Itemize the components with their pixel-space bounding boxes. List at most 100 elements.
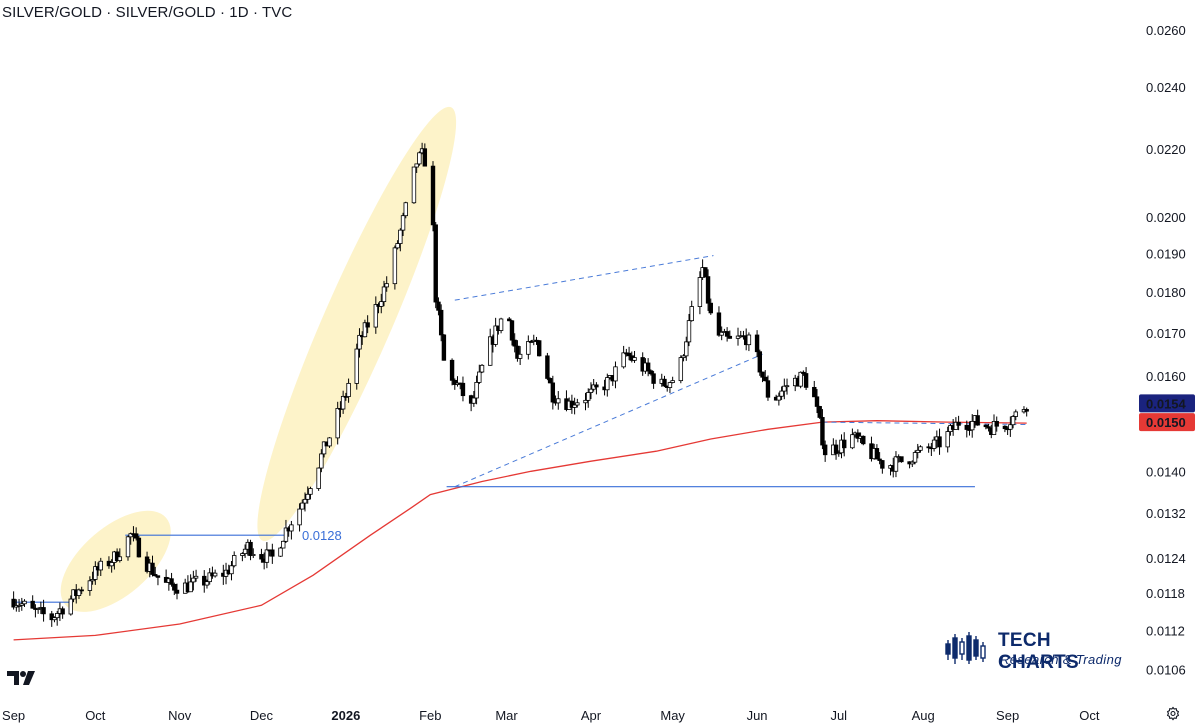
candle-body — [547, 378, 553, 384]
candle-body — [398, 229, 403, 244]
candle-body — [422, 148, 428, 167]
candle-body — [556, 398, 561, 404]
candle-body — [667, 382, 673, 388]
candle-body — [528, 341, 534, 343]
candle-body — [93, 566, 98, 580]
trendline — [822, 421, 1027, 426]
candle-body — [411, 166, 417, 204]
y-tick-label: 0.0106 — [1146, 663, 1186, 678]
price-axis[interactable]: 0.0260 0.0240 0.0220 0.0200 0.0190 0.0180 0.01… — [1146, 23, 1186, 677]
settings-gear-icon[interactable] — [1165, 706, 1181, 722]
x-tick-label: Sep — [2, 708, 25, 723]
candle-body — [297, 508, 302, 526]
candle-body — [697, 277, 703, 307]
candle-body — [784, 385, 790, 388]
highlight-zones — [60, 106, 457, 612]
candle-body — [964, 424, 969, 430]
candle-body — [1008, 424, 1013, 430]
candle-body — [662, 378, 667, 387]
candle-body — [392, 247, 398, 285]
trendline — [454, 353, 763, 488]
candle-body — [1024, 409, 1029, 412]
candle-body — [436, 301, 441, 311]
candle-body — [526, 341, 531, 355]
candle-body — [507, 318, 512, 322]
candle-body — [763, 376, 768, 382]
candle-body — [204, 581, 210, 586]
brand-subtitle: Research & Trading — [1000, 652, 1122, 667]
symbol-title[interactable]: SILVER/GOLD · SILVER/GOLD · 1D · TVC — [2, 4, 293, 21]
candle-body — [912, 452, 918, 463]
candle-body — [128, 533, 133, 538]
candle-body — [956, 421, 961, 426]
candle-body — [983, 424, 989, 428]
moving-average-badge: 0.0150 — [1146, 415, 1186, 430]
candle-body — [109, 562, 114, 567]
candle-body — [814, 396, 820, 407]
candles — [11, 142, 1029, 627]
candle-body — [232, 555, 237, 567]
y-tick-label: 0.0112 — [1146, 623, 1185, 638]
candle-body — [308, 488, 313, 495]
candle-body — [975, 415, 980, 426]
candle-body — [817, 406, 822, 418]
y-tick-label: 0.0240 — [1146, 80, 1186, 95]
candle-body — [471, 397, 477, 404]
candle-body — [915, 449, 920, 453]
candle-body — [114, 551, 120, 562]
time-axis[interactable]: Sep Oct Nov Dec 2026 Feb Mar Apr May Jun Jul Aug Sep… — [2, 708, 1100, 723]
candle-body — [910, 461, 915, 465]
candle-body — [136, 537, 142, 558]
candle-body — [613, 366, 618, 382]
candle-body — [30, 600, 35, 609]
candle-body — [727, 335, 733, 339]
candle-body — [678, 357, 684, 382]
x-tick-label: May — [660, 708, 685, 723]
candle-body — [474, 382, 479, 399]
candle-body — [757, 351, 763, 373]
candle-body — [681, 355, 686, 358]
candle-body — [319, 453, 324, 469]
candle-body — [670, 380, 675, 383]
tradingview-logo-icon[interactable] — [6, 668, 38, 688]
candle-body — [35, 608, 41, 610]
candle-body — [746, 334, 752, 346]
candle-body — [373, 304, 379, 328]
candle-body — [880, 460, 885, 469]
candle-body — [433, 224, 438, 303]
candle-body — [125, 536, 131, 558]
candle-body — [651, 373, 656, 384]
y-tick-label: 0.0190 — [1146, 247, 1186, 262]
brand-watermark: TECH CHARTS Research & Trading — [944, 630, 1134, 673]
candle-body — [289, 524, 294, 532]
candle-body — [937, 436, 942, 448]
candle-body — [117, 556, 123, 562]
candle-body — [270, 549, 275, 557]
candle-body — [874, 448, 880, 460]
candle-body — [645, 362, 651, 372]
candle-body — [515, 345, 520, 359]
x-tick-label: Aug — [912, 708, 935, 723]
candle-body — [174, 589, 180, 594]
candle-body — [833, 444, 839, 454]
candle-body — [202, 575, 207, 586]
candle-body — [836, 452, 841, 455]
candle-body — [931, 439, 937, 449]
candle-body — [1002, 425, 1008, 430]
candle-body — [98, 560, 103, 571]
candle-body — [684, 341, 689, 357]
candle-body — [452, 379, 457, 385]
candle-body — [11, 598, 16, 608]
candle-body — [754, 334, 760, 353]
candle-body — [545, 355, 550, 379]
candle-body — [779, 390, 784, 397]
candle-body — [153, 574, 158, 577]
candle-body — [479, 364, 485, 373]
candle-body — [517, 353, 523, 359]
candle-body — [899, 456, 904, 463]
candle-body — [212, 572, 218, 577]
candle-body — [893, 456, 899, 472]
candle-body — [760, 371, 765, 378]
x-tick-label: Oct — [85, 708, 106, 723]
